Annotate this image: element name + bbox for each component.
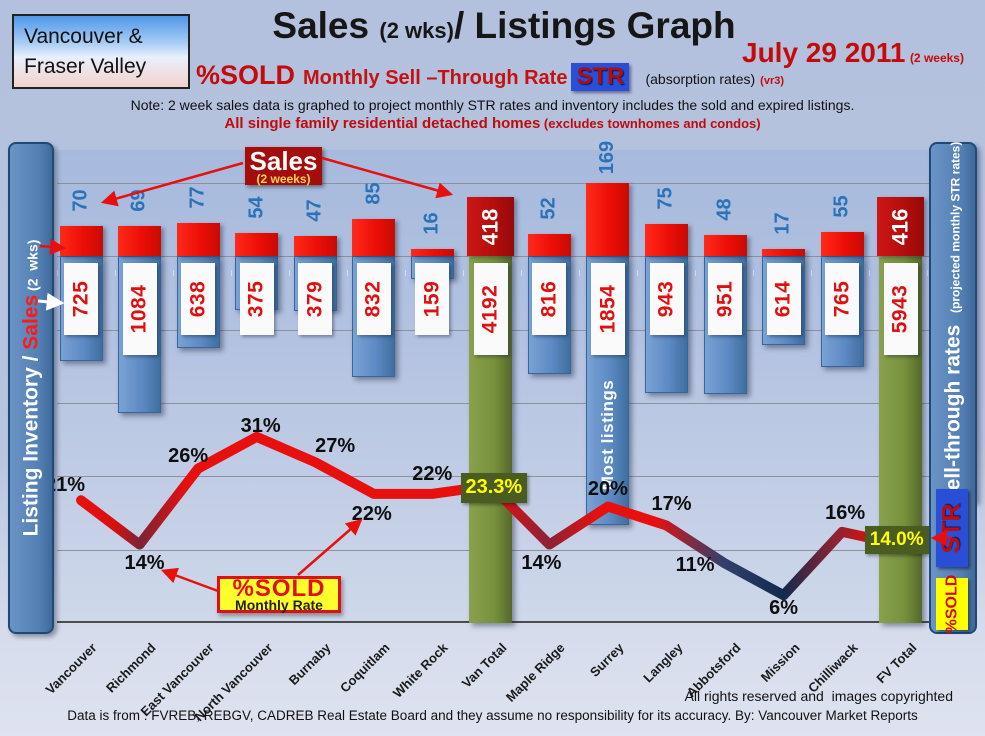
region-line1: Vancouver & xyxy=(24,25,143,48)
axis-tick-marks xyxy=(57,270,930,276)
region-line2: Fraser Valley xyxy=(24,55,147,78)
title-listings-graph: / Listings Graph xyxy=(453,5,736,46)
subtitle-suffix: (excludes townhomes and condos) xyxy=(540,116,761,131)
sales-callout: Sales (2 weeks) xyxy=(245,147,322,185)
sales-callout-title: Sales xyxy=(249,146,318,176)
note-text: Note: 2 week sales data is graphed to pr… xyxy=(130,97,855,113)
subtitle: All single family residential detached h… xyxy=(0,115,985,133)
str-header-chip: STR xyxy=(571,63,630,91)
gridline xyxy=(57,476,930,477)
sales-callout-sub: (2 weeks) xyxy=(256,172,311,186)
version-label: (vr3) xyxy=(760,75,785,87)
pct-sold-label: %SOLD xyxy=(195,60,295,90)
left-axis-title: Listing Inventory / Sales (2 wks) xyxy=(8,142,54,634)
absorption-rates-label: (absorption rates) xyxy=(645,71,756,87)
pct-callout-title: %SOLD xyxy=(232,575,326,602)
str-header-line: %SOLD Monthly Sell –Through Rate STR (ab… xyxy=(150,60,830,91)
pct-sold-callout: %SOLD Monthly Rate xyxy=(217,576,341,613)
subtitle-main: All single family residential detached h… xyxy=(224,115,541,132)
plot-area xyxy=(57,150,930,623)
gridline xyxy=(57,403,930,404)
gridline xyxy=(57,256,930,257)
right-axis-text: Sell-through rates (projected monthly ST… xyxy=(941,141,964,505)
copyright-text: All rights reserved and images copyright… xyxy=(684,688,953,704)
gridline xyxy=(57,183,930,184)
source-text: Data is from : FVREB, REBGV, CADREB Real… xyxy=(67,708,918,723)
sell-through-rate-label: Monthly Sell –Through Rate xyxy=(303,67,568,89)
date-suffix: (2 weeks) xyxy=(909,51,964,65)
page-title: Sales (2 wks)/ Listings Graph xyxy=(244,5,764,47)
date-main: July 29 2011 xyxy=(742,37,906,68)
region-box: Vancouver & Fraser Valley xyxy=(12,14,190,89)
pct-sold-side-chip: %SOLD xyxy=(936,575,968,633)
title-2wks: (2 wks) xyxy=(379,18,454,43)
left-axis-text: Listing Inventory / Sales (2 wks) xyxy=(19,239,43,537)
report-date: July 29 2011 (2 weeks) xyxy=(742,37,964,69)
gridline xyxy=(57,330,930,331)
str-side-chip: STR xyxy=(936,489,968,567)
right-axis-title: Sell-through rates (projected monthly ST… xyxy=(929,141,977,505)
gridline xyxy=(57,550,930,551)
title-sales: Sales xyxy=(272,5,380,46)
pct-callout-sub: Monthly Rate xyxy=(235,597,323,613)
